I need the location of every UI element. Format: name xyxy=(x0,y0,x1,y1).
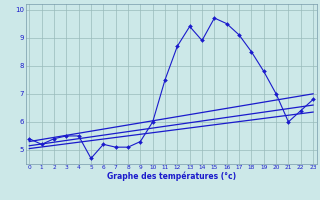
X-axis label: Graphe des températures (°c): Graphe des températures (°c) xyxy=(107,172,236,181)
